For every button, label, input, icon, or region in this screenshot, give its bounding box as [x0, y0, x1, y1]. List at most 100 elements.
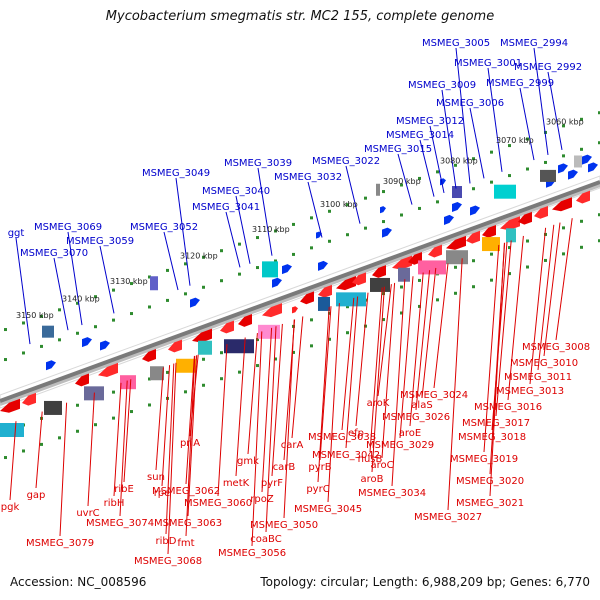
tick-mark [184, 390, 187, 394]
forward-gene-arrow [568, 169, 578, 180]
leader-line [15, 237, 31, 345]
tick-mark [346, 233, 349, 237]
leader-line [533, 47, 549, 156]
leader-line [67, 231, 83, 326]
reverse-gene-arrow [352, 272, 366, 286]
feature-box [198, 340, 212, 355]
gene-label: MSMEG_2994 [500, 38, 568, 49]
leader-line [185, 356, 195, 485]
tick-mark [130, 282, 133, 286]
feature-box [418, 260, 446, 275]
reverse-gene-arrow [300, 291, 314, 305]
gene-label: MSMEG_3038 [308, 432, 376, 443]
leader-line [59, 402, 68, 537]
feature-box [540, 169, 556, 182]
leader-line [355, 292, 369, 427]
gene-label: ggt [8, 228, 25, 239]
tick-mark [256, 236, 259, 240]
gene-label: MSMEG_3040 [202, 186, 270, 197]
tick-mark [166, 370, 169, 374]
tick-mark [58, 436, 61, 440]
tick-mark [22, 321, 25, 325]
leader-line [399, 276, 414, 439]
gene-label: MSMEG_3008 [522, 342, 590, 353]
leader-line [341, 297, 355, 431]
leader-line [415, 270, 431, 411]
leader-line [99, 245, 115, 314]
gene-label: MSMEG_3012 [396, 116, 464, 127]
gene-label: MSMEG_2999 [486, 78, 554, 89]
tick-mark [490, 150, 493, 154]
forward-gene-arrow [292, 306, 298, 314]
leader-line [87, 392, 95, 507]
tick-mark [4, 328, 7, 332]
reverse-gene-arrow [262, 303, 282, 318]
axis-line [0, 180, 600, 403]
tick-mark [256, 364, 259, 368]
leader-line [429, 125, 445, 194]
tick-mark [580, 245, 583, 249]
feature-box [494, 184, 516, 199]
leader-line [495, 240, 512, 417]
gene-label: uvrC [76, 508, 99, 519]
kbp-tick-label: 3100 kbp [320, 200, 358, 209]
kbp-tick-label: 3150 kbp [16, 311, 54, 320]
feature-box [0, 423, 24, 437]
reverse-gene-arrow [552, 197, 572, 212]
tick-mark [76, 331, 79, 335]
tick-mark [274, 259, 277, 263]
gene-label: MSMEG_3029 [366, 440, 434, 451]
tick-mark [598, 239, 600, 243]
tick-mark [148, 305, 151, 309]
leader-line [261, 327, 273, 493]
forward-gene-arrow [444, 214, 454, 225]
feature-box [370, 277, 390, 292]
tick-mark [202, 255, 205, 259]
gene-label: MSMEG_3017 [462, 418, 530, 429]
kbp-tick-label: 3120 kbp [180, 251, 218, 260]
feature-box [44, 400, 62, 415]
reverse-gene-arrow [0, 398, 20, 413]
gene-label: MSMEG_3070 [20, 248, 88, 259]
tick-mark [382, 190, 385, 194]
tick-mark [166, 268, 169, 272]
tick-mark [184, 292, 187, 296]
tick-mark [40, 344, 43, 348]
forward-gene-arrow [190, 297, 200, 308]
tick-mark [22, 449, 25, 453]
kbp-tick-label: 3070 kbp [496, 136, 534, 145]
feature-box [120, 375, 136, 390]
leader-line [537, 224, 555, 371]
leader-line [519, 87, 535, 161]
gene-label: MSMEG_3006 [436, 98, 504, 109]
forward-gene-arrow [470, 205, 480, 216]
feature-box [42, 325, 54, 338]
gene-label: aroB [361, 474, 384, 485]
leader-line [175, 177, 191, 286]
leader-line [409, 272, 424, 427]
tick-mark [382, 318, 385, 322]
reverse-gene-arrow [336, 276, 356, 291]
gene-label: MSMEG_3034 [358, 488, 426, 499]
tick-mark [292, 350, 295, 354]
tick-mark [562, 154, 565, 158]
feature-box [398, 267, 410, 282]
tick-mark [562, 252, 565, 256]
gene-label: MSMEG_3020 [456, 476, 524, 487]
tick-mark [94, 423, 97, 427]
gene-label: MSMEG_3015 [364, 144, 432, 155]
leader-line-layer [9, 47, 573, 555]
reverse-gene-arrow [500, 216, 520, 231]
gene-label: rpe [154, 488, 171, 499]
leader-line [397, 153, 413, 205]
leader-line [271, 323, 283, 477]
gene-label: MSMEG_3021 [456, 498, 524, 509]
tick-mark [490, 180, 493, 184]
reverse-gene-arrow [22, 392, 36, 406]
tick-mark [292, 222, 295, 226]
reverse-gene-arrow [372, 265, 386, 278]
tick-mark [508, 174, 511, 178]
tick-mark [364, 196, 367, 200]
genome-stats-text: Topology: circular; Length: 6,988,209 bp… [260, 575, 590, 589]
gene-label: ribH [104, 498, 125, 509]
